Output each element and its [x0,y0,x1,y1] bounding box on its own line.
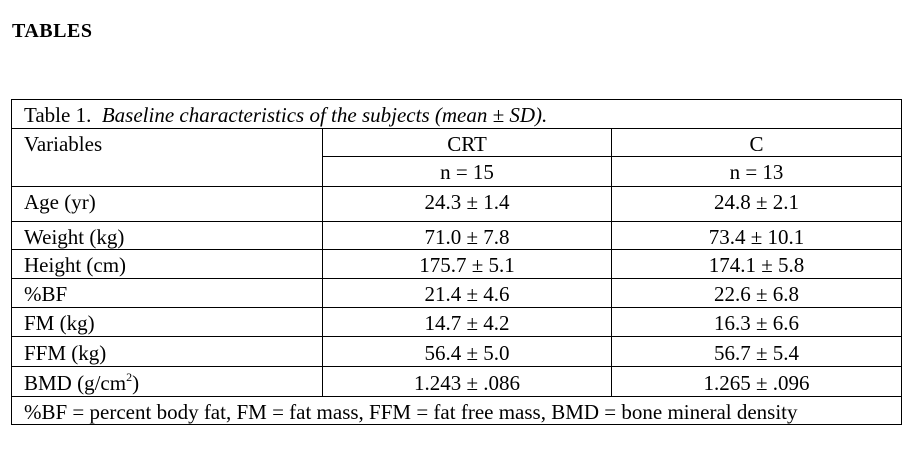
rule-row-age [12,221,901,222]
rule-row-weight [12,249,901,250]
row-label-bmd-close: ) [132,371,140,395]
row-label-bmd-text: BMD (g/cm [24,371,127,395]
row-value-crt-bmd: 1.243 ± .086 [413,371,521,395]
row-label-age: Age (yr) [24,190,96,214]
rule-row-bf [12,307,901,308]
row-value-c-weight: 73.4 ± 10.1 [708,225,805,249]
row-label-height: Height (cm) [24,253,127,277]
group-name-crt: CRT [447,132,487,156]
row-value-c-bf: 22.6 ± 6.8 [713,282,800,306]
row-value-c-bmd: 1.265 ± .096 [703,371,810,395]
rule-row-bmd [12,396,901,397]
row-label-bmd: BMD (g/cm2) [24,370,140,395]
rule-header [12,186,901,187]
row-label-bmd-superscript: 2 [126,370,133,384]
caption-text: Baseline characteristics of the subjects… [101,103,548,127]
group-name-c: C [749,132,764,156]
row-value-c-height: 174.1 ± 5.8 [708,253,805,277]
row-value-c-age: 24.8 ± 2.1 [713,190,800,214]
table-footnote: %BF = percent body fat, FM = fat mass, F… [24,400,798,424]
row-value-crt-age: 24.3 ± 1.4 [424,190,510,214]
rule-row-ffm [12,366,901,367]
page-heading: TABLES [12,20,93,42]
variables-header: Variables [24,132,103,156]
rule-col-2 [611,128,612,396]
row-label-ffm: FFM (kg) [24,341,107,365]
row-label-weight: Weight (kg) [24,225,125,249]
rule-row-height [12,278,901,279]
rule-row-fm [12,336,901,337]
row-value-c-ffm: 56.7 ± 5.4 [713,341,800,365]
rule-caption [12,128,901,129]
table-caption: Table 1. Baseline characteristics of the… [24,105,547,126]
row-value-crt-height: 175.7 ± 5.1 [419,253,515,277]
rule-group-names [323,156,901,157]
row-value-crt-ffm: 56.4 ± 5.0 [424,341,510,365]
row-value-c-fm: 16.3 ± 6.6 [713,311,800,335]
baseline-table: Table 1. Baseline characteristics of the… [11,99,902,425]
rule-col-1 [322,128,323,396]
group-n-c: n = 13 [729,160,784,184]
caption-label: Table 1. [24,103,92,127]
row-value-crt-weight: 71.0 ± 7.8 [424,225,510,249]
row-label-fm: FM (kg) [24,311,95,335]
row-value-crt-fm: 14.7 ± 4.2 [424,311,510,335]
row-label-bf: %BF [24,282,68,306]
row-value-crt-bf: 21.4 ± 4.6 [424,282,510,306]
group-n-crt: n = 15 [440,160,494,184]
